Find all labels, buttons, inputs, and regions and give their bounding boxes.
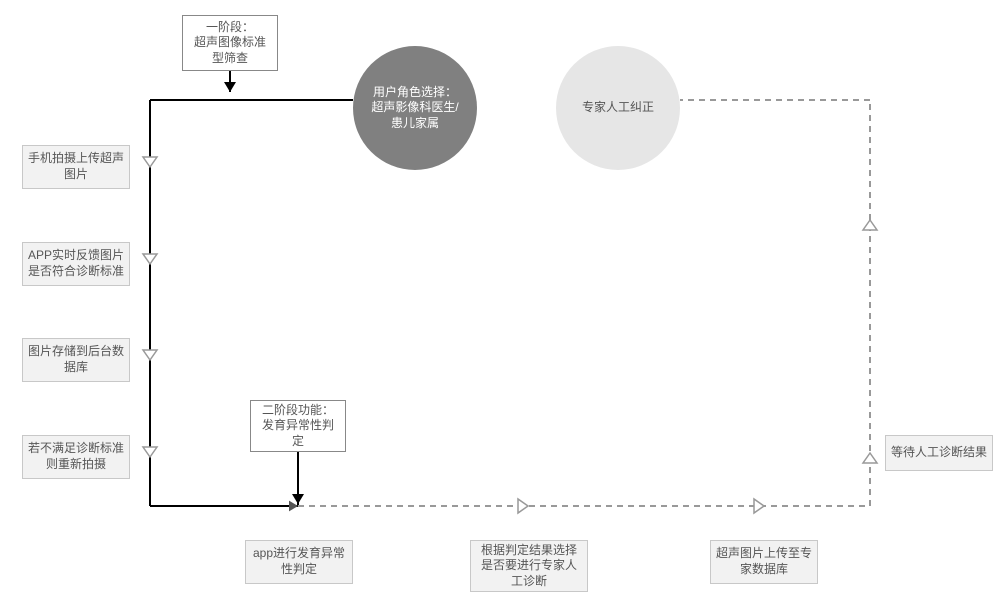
- node-bottom1-label: app进行发育异常性判定: [253, 546, 345, 577]
- node-side2-label: APP实时反馈图片是否符合诊断标准: [28, 248, 124, 279]
- node-circle2: 专家人工纠正: [556, 46, 680, 170]
- node-side3: 图片存储到后台数据库: [22, 338, 130, 382]
- node-circle2-label: 专家人工纠正: [582, 100, 654, 116]
- node-side4-label: 若不满足诊断标准则重新拍摄: [28, 441, 124, 472]
- node-bottom3-label: 超声图片上传至专家数据库: [716, 546, 812, 577]
- node-bottom1: app进行发育异常性判定: [245, 540, 353, 584]
- node-bottom2-label: 根据判定结果选择是否要进行专家人工诊断: [481, 543, 577, 590]
- flow-lines: [0, 0, 1000, 613]
- node-bottom3: 超声图片上传至专家数据库: [710, 540, 818, 584]
- node-side2: APP实时反馈图片是否符合诊断标准: [22, 242, 130, 286]
- node-stage1: 一阶段：超声图像标准型筛查: [182, 15, 278, 71]
- node-circle1: 用户角色选择：超声影像科医生/患儿家属: [353, 46, 477, 170]
- node-right1: 等待人工诊断结果: [885, 435, 993, 471]
- node-circle1-label: 用户角色选择：超声影像科医生/患儿家属: [371, 85, 458, 132]
- node-stage1-label: 一阶段：超声图像标准型筛查: [194, 20, 266, 67]
- node-bottom2: 根据判定结果选择是否要进行专家人工诊断: [470, 540, 588, 592]
- node-right1-label: 等待人工诊断结果: [891, 445, 987, 461]
- node-side4: 若不满足诊断标准则重新拍摄: [22, 435, 130, 479]
- node-stage2-label: 二阶段功能：发育异常性判定: [262, 403, 334, 450]
- node-side3-label: 图片存储到后台数据库: [28, 344, 124, 375]
- node-side1: 手机拍摄上传超声图片: [22, 145, 130, 189]
- node-side1-label: 手机拍摄上传超声图片: [28, 151, 124, 182]
- node-stage2: 二阶段功能：发育异常性判定: [250, 400, 346, 452]
